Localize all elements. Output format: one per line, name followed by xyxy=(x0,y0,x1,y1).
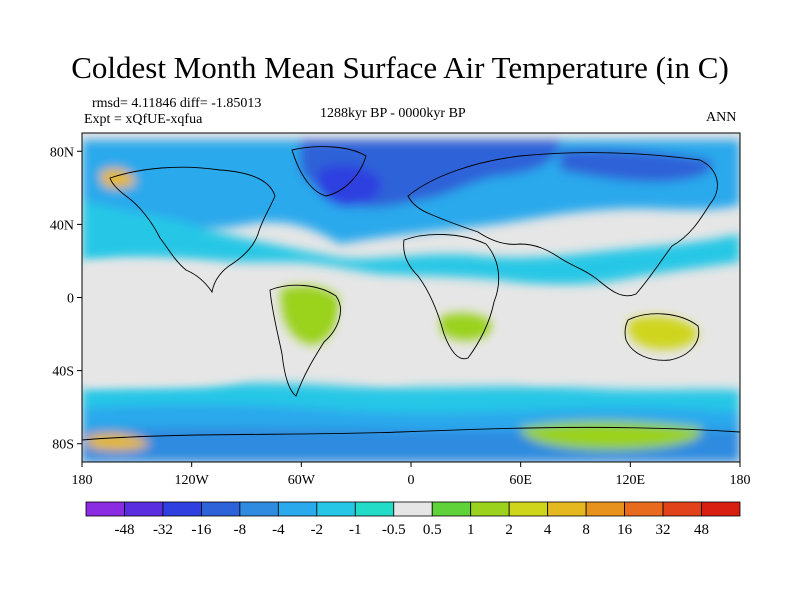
colorbar-swatch xyxy=(547,501,587,517)
colorbar-swatch xyxy=(470,501,510,517)
atlantic-neutral xyxy=(338,287,437,382)
colorbar-swatch xyxy=(239,501,279,517)
north-america-outline xyxy=(109,166,276,294)
lat-tick-label: 80N xyxy=(50,145,74,160)
lon-tick-label: 120E xyxy=(616,473,646,488)
colorbar-label: 0.5 xyxy=(423,522,442,538)
lon-tick-label: 180 xyxy=(730,473,751,488)
lat-tick-label: 80S xyxy=(52,438,74,453)
lon-tick-label: 60E xyxy=(509,473,532,488)
lat-tick-label: 40N xyxy=(50,218,74,233)
lat-tick-label: 0 xyxy=(67,292,74,307)
stats-label: rmsd= 4.11846 diff= -1.85013 xyxy=(92,96,262,111)
colorbar-label: -8 xyxy=(234,522,247,538)
lon-tick-label: 120W xyxy=(175,473,210,488)
colorbar-label: 4 xyxy=(544,522,552,538)
siberia-dark-region xyxy=(560,149,713,182)
longitude-axis: 180 120W 60W 0 60E 120E 180 xyxy=(72,462,751,488)
colorbar-label: -32 xyxy=(153,522,173,538)
africa-warm xyxy=(437,313,493,341)
season-label: ANN xyxy=(706,110,737,125)
colorbar-label: -4 xyxy=(272,522,285,538)
temperature-field xyxy=(82,133,740,462)
colorbar-swatch xyxy=(162,501,202,517)
colorbar-label: -48 xyxy=(114,522,134,538)
colorbar-swatch xyxy=(431,501,472,517)
colorbar-label: 1 xyxy=(467,522,475,538)
colorbar: -48 -32 -16 -8 -4 -2 -1 -0.5 0.5 1 2 4 8 16 32 48 xyxy=(85,501,741,538)
plot-title: Coldest Month Mean Surface Air Temperatu… xyxy=(71,50,729,85)
greenland-darkest xyxy=(316,165,381,207)
colorbar-label: -2 xyxy=(311,522,324,538)
colorbar-swatch xyxy=(124,501,164,517)
colorbar-label: 8 xyxy=(582,522,590,538)
latitude-axis: 80N 40N 0 40S 80S xyxy=(50,145,82,453)
indian-neutral xyxy=(496,293,621,381)
antarctica-outline xyxy=(82,426,740,441)
nh-mid-band xyxy=(82,200,740,285)
colorbar-swatch xyxy=(393,501,433,517)
africa-outline xyxy=(403,234,500,360)
colorbar-swatch xyxy=(508,501,549,517)
lon-tick-label: 60W xyxy=(288,473,316,488)
lon-tick-label: 180 xyxy=(72,473,93,488)
coastlines xyxy=(82,146,740,441)
colorbar-swatch xyxy=(316,501,356,517)
experiment-label: Expt = xQfUE-xqfua xyxy=(84,112,203,127)
colorbar-swatch xyxy=(701,501,741,517)
antarctica-warm-west xyxy=(86,433,150,451)
colorbar-label: -1 xyxy=(349,522,362,538)
pacific-neutral xyxy=(82,262,272,387)
colorbar-label: 48 xyxy=(694,522,709,538)
south-america-outline xyxy=(269,284,341,397)
colorbar-swatch xyxy=(277,501,318,517)
colorbar-label: 16 xyxy=(617,522,633,538)
colorbar-label: -0.5 xyxy=(382,522,406,538)
colorbar-swatch xyxy=(85,501,125,517)
south-america-warm xyxy=(280,285,342,345)
lat-tick-label: 40S xyxy=(52,365,74,380)
colorbar-swatch xyxy=(585,501,625,517)
colorbar-swatch xyxy=(662,501,702,517)
colorbar-swatch xyxy=(354,501,395,517)
lon-tick-label: 0 xyxy=(408,473,415,488)
colorbar-label: 2 xyxy=(505,522,513,538)
colorbar-label: 32 xyxy=(656,522,671,538)
australia-warm xyxy=(628,316,698,350)
period-label: 1288kyr BP - 0000kyr BP xyxy=(320,106,466,121)
greenland-outline xyxy=(291,146,367,197)
australia-outline xyxy=(624,313,700,361)
eurasia-outline xyxy=(407,152,718,297)
colorbar-swatch xyxy=(624,501,664,517)
colorbar-swatch xyxy=(201,501,241,517)
colorbar-label: -16 xyxy=(191,522,211,538)
